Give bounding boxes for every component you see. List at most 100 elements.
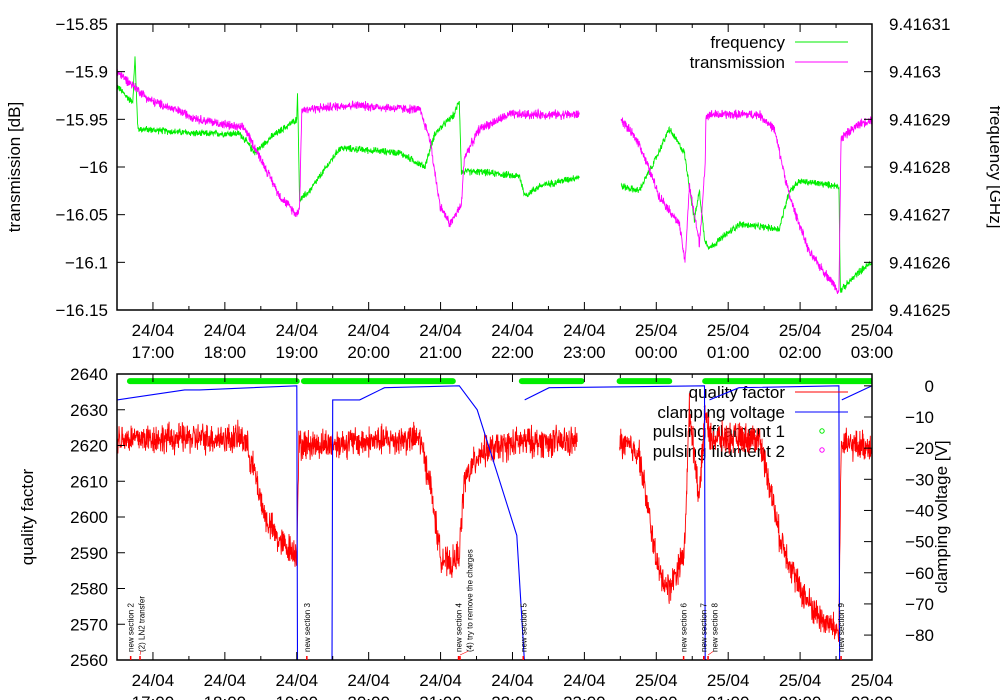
x-tick-label-time: 03:00 <box>851 693 894 700</box>
x-tick-label-time: 19:00 <box>275 693 318 700</box>
x-tick-label-time: 19:00 <box>275 343 318 362</box>
y-tick-label: 2640 <box>70 365 108 384</box>
y2-tick-label: −10 <box>905 408 934 427</box>
y2-tick-label: 9.41627 <box>889 206 950 225</box>
y2-tick-label: −80 <box>905 626 934 645</box>
y-tick-label: −16 <box>79 158 108 177</box>
data-layer <box>117 56 872 294</box>
x-tick-label-time: 20:00 <box>347 693 390 700</box>
annotation-label: new section 9 <box>837 603 846 652</box>
y2-tick-label: 0 <box>925 377 934 396</box>
series-quality-factor-segment <box>117 419 578 578</box>
x-tick-label-date: 24/04 <box>563 321 606 340</box>
x-tick-label-time: 00:00 <box>635 693 678 700</box>
legend-filament1-swatch <box>819 428 825 434</box>
legend-filament2-swatch <box>819 447 825 453</box>
legend-filament2-label: pulsing filament 2 <box>653 442 785 461</box>
series-transmission-segment <box>620 109 872 294</box>
legend-transmission-label: transmission <box>690 53 785 72</box>
x-tick-label-date: 25/04 <box>707 321 750 340</box>
y2-tick-label: 9.4163 <box>889 63 941 82</box>
x-tick-label-time: 21:00 <box>419 693 462 700</box>
x-tick-label-date: 24/04 <box>491 321 534 340</box>
top-y-axis-label: transmission [dB] <box>5 102 24 232</box>
x-tick-label-time: 22:00 <box>491 693 534 700</box>
data-layer <box>117 378 872 660</box>
x-tick-label-date: 25/04 <box>779 321 822 340</box>
x-tick-label-time: 00:00 <box>635 343 678 362</box>
series-clamping-voltage-segment <box>117 385 525 660</box>
x-tick-label-date: 24/04 <box>347 671 390 690</box>
y2-tick-label: −50 <box>905 533 934 552</box>
x-tick-label-date: 24/04 <box>491 671 534 690</box>
y-tick-label: −15.95 <box>56 110 108 129</box>
y-tick-label: 2630 <box>70 401 108 420</box>
y-tick-label: 2600 <box>70 508 108 527</box>
x-tick-label-date: 25/04 <box>779 671 822 690</box>
x-tick-label-time: 01:00 <box>707 343 750 362</box>
x-tick-label-date: 25/04 <box>707 671 750 690</box>
y2-tick-label: −70 <box>905 595 934 614</box>
annotation-label: new section 3 <box>303 603 312 652</box>
x-tick-label-date: 24/04 <box>419 671 462 690</box>
x-tick-label-time: 17:00 <box>132 343 175 362</box>
x-tick-label-date: 24/04 <box>132 671 175 690</box>
y-tick-label: 2590 <box>70 544 108 563</box>
x-tick-label-time: 20:00 <box>347 343 390 362</box>
annotation-label: (4) try to remove the charges <box>466 549 475 652</box>
x-tick-label-time: 17:00 <box>132 693 175 700</box>
x-tick-label-date: 24/04 <box>563 671 606 690</box>
x-tick-label-date: 24/04 <box>275 321 318 340</box>
x-tick-label-time: 18:00 <box>204 693 247 700</box>
y2-tick-label: −30 <box>905 470 934 489</box>
annotation-label: new section 2 <box>127 603 136 652</box>
y2-tick-label: 9.41631 <box>889 15 950 34</box>
x-tick-label-time: 23:00 <box>563 693 606 700</box>
x-tick-label-date: 24/04 <box>132 321 175 340</box>
x-tick-label-time: 03:00 <box>851 343 894 362</box>
y-tick-label: −16.1 <box>65 253 108 272</box>
bottom-y-axis-label: quality factor <box>18 468 37 565</box>
x-tick-label-date: 25/04 <box>851 321 894 340</box>
annotation-leader <box>139 650 141 656</box>
top-plot: transmission [dB] frequency [GHz] freque… <box>5 15 1000 362</box>
series-transmission-segment <box>117 68 580 228</box>
x-tick-label-date: 24/04 <box>275 671 318 690</box>
annotation-leader <box>707 650 714 656</box>
y-tick-label: 2560 <box>70 651 108 670</box>
x-tick-label-time: 18:00 <box>204 343 247 362</box>
x-tick-label-date: 25/04 <box>635 321 678 340</box>
y-tick-label: −16.15 <box>56 301 108 320</box>
x-tick-label-date: 24/04 <box>347 321 390 340</box>
y-tick-label: 2610 <box>70 472 108 491</box>
x-tick-label-date: 24/04 <box>204 321 247 340</box>
bottom-plot: quality factor clamping voltage [V] qual… <box>18 365 951 700</box>
annotation-label: new section 8 <box>711 603 720 652</box>
y2-tick-label: 9.41628 <box>889 158 950 177</box>
y-tick-label: −16.05 <box>56 206 108 225</box>
y-tick-label: 2580 <box>70 580 108 599</box>
annotation-leader <box>459 650 469 656</box>
x-tick-label-time: 22:00 <box>491 343 534 362</box>
y-tick-label: −15.85 <box>56 15 108 34</box>
x-tick-label-time: 02:00 <box>779 343 822 362</box>
x-tick-label-time: 01:00 <box>707 693 750 700</box>
legend-clamping-label: clamping voltage <box>657 403 785 422</box>
x-tick-label-date: 24/04 <box>204 671 247 690</box>
annotation-label: new section 7 <box>700 603 709 652</box>
y-tick-label: 2620 <box>70 437 108 456</box>
x-tick-label-time: 23:00 <box>563 343 606 362</box>
annotation-label: new section 5 <box>519 603 528 652</box>
y-tick-label: 2570 <box>70 615 108 634</box>
series-clamping-voltage-segment <box>709 385 841 660</box>
x-tick-label-time: 21:00 <box>419 343 462 362</box>
bottom-y2-axis-label: clamping voltage [V] <box>932 440 951 593</box>
annotation-label: new section 4 <box>455 603 464 652</box>
y2-tick-label: 9.41629 <box>889 110 950 129</box>
legend-frequency-label: frequency <box>710 33 785 52</box>
y-tick-label: −15.9 <box>65 63 108 82</box>
y2-tick-label: 9.41625 <box>889 301 950 320</box>
y2-tick-label: 9.41626 <box>889 253 950 272</box>
annotation-label: (2) LN2 transfer <box>138 596 147 652</box>
